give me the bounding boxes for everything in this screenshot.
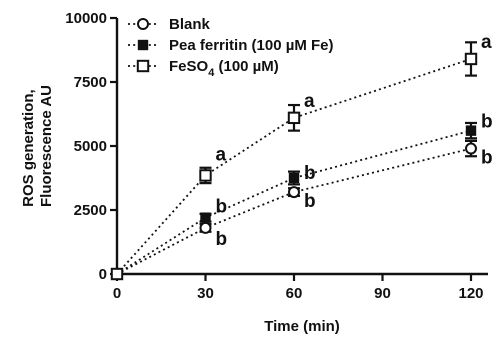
data-point (288, 172, 300, 184)
data-point (287, 111, 301, 125)
x-axis-title: Time (min) (264, 318, 340, 335)
x-tick-label: 90 (374, 285, 391, 302)
legend-label: FeSO4 (100 µM) (169, 58, 279, 79)
legend-label: Pea ferritin (100 µM Fe) (169, 37, 334, 54)
y-tick-label: 0 (99, 266, 107, 283)
series-line (116, 147, 472, 275)
significance-letter: b (304, 191, 316, 212)
x-tick-label: 30 (197, 285, 214, 302)
x-tick-label: 0 (113, 285, 121, 302)
y-axis-title-line-2: Fluorescence AU (38, 85, 55, 207)
axes (115, 18, 488, 276)
significance-letter: b (216, 197, 228, 218)
series-line (116, 129, 472, 275)
significance-letter: a (481, 32, 492, 53)
legend-marker (136, 59, 150, 73)
y-tick-label: 2500 (74, 202, 107, 219)
data-point (464, 52, 478, 66)
legend-marker (137, 18, 149, 30)
markers (110, 52, 478, 281)
data-point (465, 125, 477, 136)
x-tick-label: 60 (286, 285, 303, 302)
significance-letter: b (481, 148, 493, 169)
y-tick-label: 5000 (74, 138, 107, 155)
significance-letter: a (216, 144, 227, 165)
significance-letter: b (216, 229, 228, 250)
significance-letter: a (304, 91, 315, 112)
data-point (465, 142, 477, 155)
series-line (116, 58, 472, 275)
legend-label: Blank (169, 16, 211, 33)
y-tick-label: 10000 (65, 10, 107, 27)
data-point (200, 212, 211, 223)
significance-letter: b (481, 112, 493, 133)
data-point (199, 221, 212, 234)
y-axis-title: ROS generation, Fluorescence AU (20, 85, 55, 207)
series-lines (116, 58, 472, 275)
x-tick-label: 120 (458, 285, 483, 302)
ticks: 0 2500 5000 7500 10000 0 30 60 90 120 (65, 10, 483, 302)
legend-marker (137, 39, 149, 51)
significance-letter: b (304, 163, 316, 184)
legend: Blank Pea ferritin (100 µM Fe) FeSO4 (100 … (128, 16, 334, 79)
y-axis-title-line-1: ROS generation, (20, 89, 37, 207)
y-tick-label: 7500 (74, 74, 107, 91)
data-point (288, 186, 300, 199)
data-point (110, 267, 124, 281)
data-point (199, 169, 212, 182)
